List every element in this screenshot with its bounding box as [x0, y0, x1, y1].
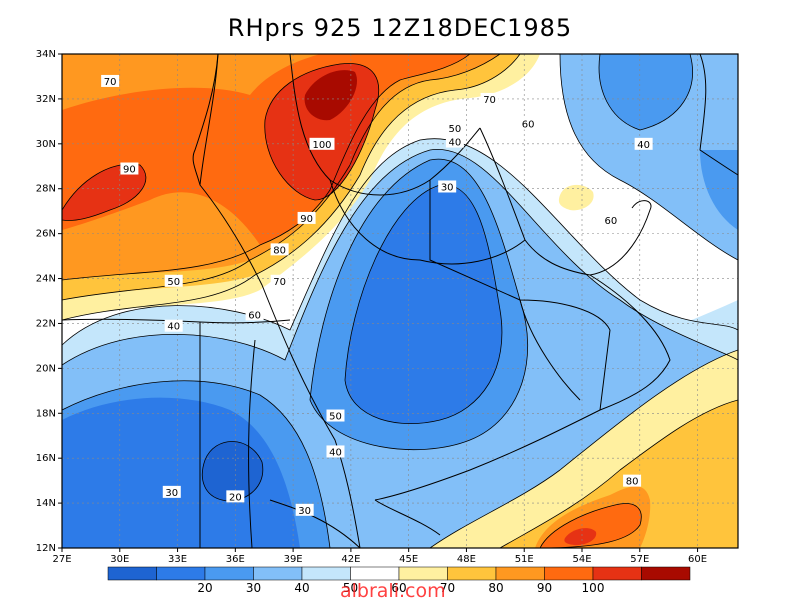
lon-tick-label: 39E [284, 554, 303, 565]
map-frame [61, 53, 739, 549]
legend-label: 60 [391, 581, 406, 595]
lon-tick-label: 27E [52, 554, 71, 565]
contour-label-bg [245, 308, 264, 321]
contour-label: 40 [167, 322, 180, 333]
legend-swatch [253, 566, 303, 581]
contour-label-bg [601, 214, 620, 227]
lat-tick-label: 34N [36, 49, 56, 60]
lon-tick-label: 36E [226, 554, 245, 565]
legend-swatch [398, 566, 448, 581]
contour-label-bg [297, 211, 316, 224]
lon-tick-label: 33E [168, 554, 187, 565]
legend-label: 80 [488, 581, 503, 595]
contour-label-bg [295, 503, 314, 516]
legend-swatch [301, 566, 351, 581]
contour-label: 40 [637, 140, 650, 151]
contour-label-bg [270, 243, 289, 256]
legend-swatch [592, 566, 642, 581]
lon-tick-label: 60E [688, 554, 707, 565]
contour-label: 40 [329, 447, 342, 458]
contour-label-bg [326, 445, 345, 458]
legend-label: 20 [197, 581, 212, 595]
contour-label: 100 [312, 140, 331, 151]
contour-label: 70 [483, 95, 496, 106]
contour-label-bg [445, 122, 464, 135]
contour-label-bg [438, 180, 457, 193]
lon-tick-label: 48E [457, 554, 476, 565]
contour-label-bg [162, 485, 181, 498]
contour-label-bg [101, 74, 120, 87]
contour-label: 20 [229, 492, 242, 503]
contour-label: 30 [298, 506, 311, 517]
lat-tick-label: 28N [36, 184, 56, 195]
legend-swatch [495, 566, 545, 581]
legend-label: 50 [343, 581, 358, 595]
contour-label: 50 [167, 277, 180, 288]
lon-tick-label: 51E [515, 554, 534, 565]
legend-swatch [641, 566, 691, 581]
contour-label: 30 [441, 182, 454, 193]
longitude-axis: 27E 30E 33E 36E 39E 42E 45E 48E 51E 54E 57E 60E [52, 548, 707, 565]
contour-label-bg [120, 162, 139, 175]
contour-label-bg [634, 137, 653, 150]
lat-tick-label: 24N [36, 274, 56, 285]
contour-label: 80 [626, 477, 639, 488]
legend-label: 70 [440, 581, 455, 595]
lat-tick-label: 14N [36, 498, 56, 509]
contour-label-bg [309, 137, 335, 150]
legend-swatch [447, 566, 497, 581]
contour-label-bg [164, 319, 183, 332]
contour-label: 70 [273, 277, 286, 288]
color-legend: 20 30 40 50 60 70 80 90 100 [107, 566, 691, 595]
lon-tick-label: 30E [110, 554, 129, 565]
contour-labels: 70 90 100 90 80 70 60 50 40 70 50 40 60 40 30 60 50 40 30 2… [101, 74, 653, 517]
contour-label: 60 [522, 120, 535, 131]
contour-label: 80 [273, 245, 286, 256]
legend-swatch [156, 566, 206, 581]
map-title: RHprs 925 12Z18DEC1985 [227, 14, 573, 42]
contour-label: 60 [248, 310, 261, 321]
lat-tick-label: 18N [36, 408, 56, 419]
legend-label: 30 [246, 581, 261, 595]
watermark-text: albrali.com [340, 580, 446, 602]
legend-label: 100 [582, 581, 605, 595]
lat-tick-label: 26N [36, 229, 56, 240]
graticule [62, 54, 738, 548]
legend-label: 90 [537, 581, 552, 595]
contour-label-bg [623, 474, 642, 487]
legend-swatch [204, 566, 254, 581]
lon-tick-label: 57E [630, 554, 649, 565]
legend-swatch [350, 566, 400, 581]
filled-contours [62, 54, 738, 548]
contour-label: 50 [449, 124, 462, 135]
contour-label: 90 [300, 214, 313, 225]
lat-tick-label: 12N [36, 543, 56, 554]
legend-swatch [107, 566, 157, 581]
lon-tick-label: 54E [572, 554, 591, 565]
contour-label-bg [270, 274, 289, 287]
legend-label: 40 [294, 581, 309, 595]
lon-tick-label: 42E [341, 554, 360, 565]
contour-label-bg [519, 117, 538, 130]
contour-label: 30 [165, 488, 178, 499]
lat-tick-label: 16N [36, 453, 56, 464]
lat-tick-label: 32N [36, 94, 56, 105]
contour-label-bg [164, 274, 183, 287]
lat-tick-label: 30N [36, 139, 56, 150]
contour-label-bg [480, 92, 499, 105]
contour-label: 40 [449, 138, 462, 149]
lon-tick-label: 45E [399, 554, 418, 565]
latitude-axis: 34N 32N 30N 28N 26N 24N 22N 20N 18N 16N 14N 12N [36, 49, 62, 554]
contour-label: 70 [104, 77, 117, 88]
contour-label: 90 [123, 165, 136, 176]
contour-label-bg [445, 135, 464, 148]
legend-swatch [544, 566, 594, 581]
lat-tick-label: 20N [36, 363, 56, 374]
contour-label-bg [326, 409, 345, 422]
contour-label: 50 [329, 412, 342, 423]
contour-label-bg [226, 490, 245, 503]
lat-tick-label: 22N [36, 318, 56, 329]
contour-label: 60 [605, 216, 618, 227]
